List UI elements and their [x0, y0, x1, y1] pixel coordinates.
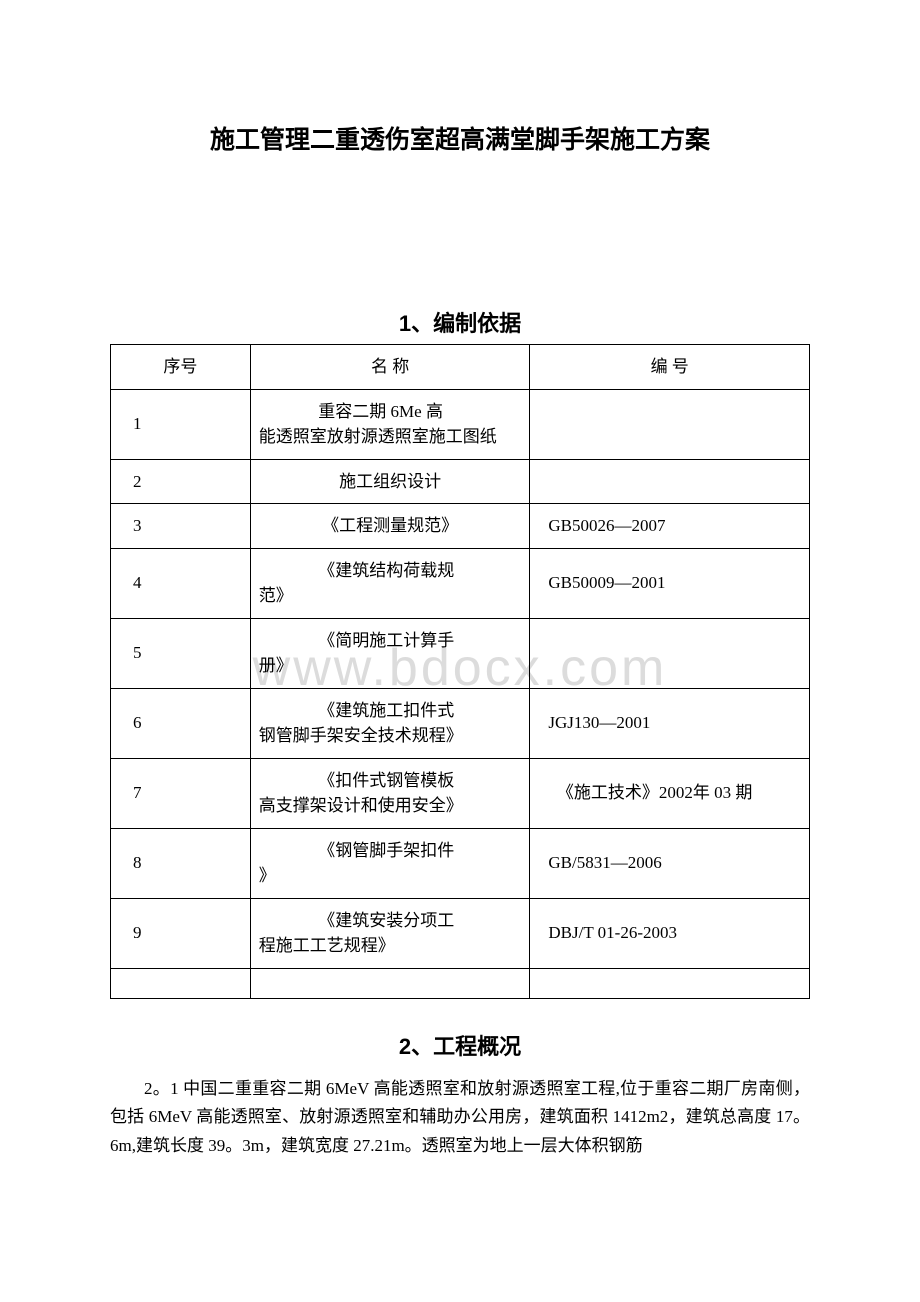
header-num: 序号	[111, 345, 251, 390]
name-rest-line: 能透照室放射源透照室施工图纸	[259, 424, 522, 450]
cell-code	[530, 459, 810, 504]
name-first-line: 《建筑施工扣件式	[259, 698, 522, 724]
table-row: 1 重容二期 6Me 高 能透照室放射源透照室施工图纸	[111, 389, 810, 459]
cell-num: 4	[111, 548, 251, 618]
cell-name: 《建筑安装分项工 程施工工艺规程》	[250, 898, 530, 968]
table-row: 2 施工组织设计	[111, 459, 810, 504]
name-first-line: 重容二期 6Me 高	[259, 399, 522, 425]
cell-code	[530, 618, 810, 688]
table-row: 8 《钢管脚手架扣件 》 GB/5831—2006	[111, 828, 810, 898]
cell-name: 施工组织设计	[250, 459, 530, 504]
cell-name: 《简明施工计算手 册》	[250, 618, 530, 688]
section2-title: 2、工程概况	[110, 1029, 810, 1061]
cell-num: 9	[111, 898, 251, 968]
name-rest-line: 》	[259, 863, 522, 889]
basis-table: 序号 名 称 编 号 1 重容二期 6Me 高 能透照室放射源透照室施工图纸 2…	[110, 344, 810, 999]
table-row: 9 《建筑安装分项工 程施工工艺规程》 DBJ/T 01-26-2003	[111, 898, 810, 968]
cell-code: JGJ130—2001	[530, 688, 810, 758]
cell-num: 2	[111, 459, 251, 504]
cell-code: 《施工技术》2002年 03 期	[530, 758, 810, 828]
cell-num: 6	[111, 688, 251, 758]
section2-body: 2。1 中国二重重容二期 6MeV 高能透照室和放射源透照室工程,位于重容二期厂…	[110, 1075, 810, 1162]
name-rest-line: 钢管脚手架安全技术规程》	[259, 723, 522, 749]
name-rest-line: 高支撑架设计和使用安全》	[259, 793, 522, 819]
cell-num: 5	[111, 618, 251, 688]
cell-empty	[530, 968, 810, 998]
name-rest-line: 册》	[259, 653, 522, 679]
cell-num: 7	[111, 758, 251, 828]
document-title: 施工管理二重透伤室超高满堂脚手架施工方案	[110, 120, 810, 156]
name-first-line: 《钢管脚手架扣件	[259, 838, 522, 864]
cell-empty	[250, 968, 530, 998]
table-row: 7 《扣件式钢管模板 高支撑架设计和使用安全》 《施工技术》2002年 03 期	[111, 758, 810, 828]
cell-name: 《建筑结构荷载规 范》	[250, 548, 530, 618]
cell-code	[530, 389, 810, 459]
header-name: 名 称	[250, 345, 530, 390]
name-first-line: 《建筑安装分项工	[259, 908, 522, 934]
cell-code: GB50009—2001	[530, 548, 810, 618]
cell-num: 8	[111, 828, 251, 898]
cell-name: 《工程测量规范》	[250, 504, 530, 549]
name-first-line: 《简明施工计算手	[259, 628, 522, 654]
cell-name: 《钢管脚手架扣件 》	[250, 828, 530, 898]
table-empty-row	[111, 968, 810, 998]
table-row: 5 《简明施工计算手 册》	[111, 618, 810, 688]
name-rest-line: 程施工工艺规程》	[259, 933, 522, 959]
header-code: 编 号	[530, 345, 810, 390]
cell-num: 3	[111, 504, 251, 549]
table-row: 4 《建筑结构荷载规 范》 GB50009—2001	[111, 548, 810, 618]
table-row: 6 《建筑施工扣件式 钢管脚手架安全技术规程》 JGJ130—2001	[111, 688, 810, 758]
cell-empty	[111, 968, 251, 998]
name-first-line: 《扣件式钢管模板	[259, 768, 522, 794]
cell-name: 《扣件式钢管模板 高支撑架设计和使用安全》	[250, 758, 530, 828]
cell-code: DBJ/T 01-26-2003	[530, 898, 810, 968]
cell-name: 《建筑施工扣件式 钢管脚手架安全技术规程》	[250, 688, 530, 758]
cell-name: 重容二期 6Me 高 能透照室放射源透照室施工图纸	[250, 389, 530, 459]
cell-code: GB50026—2007	[530, 504, 810, 549]
cell-num: 1	[111, 389, 251, 459]
table-header-row: 序号 名 称 编 号	[111, 345, 810, 390]
name-rest-line: 范》	[259, 583, 522, 609]
section1-title: 1、编制依据	[110, 306, 810, 338]
name-first-line: 《建筑结构荷载规	[259, 558, 522, 584]
table-row: 3 《工程测量规范》 GB50026—2007	[111, 504, 810, 549]
cell-code: GB/5831—2006	[530, 828, 810, 898]
